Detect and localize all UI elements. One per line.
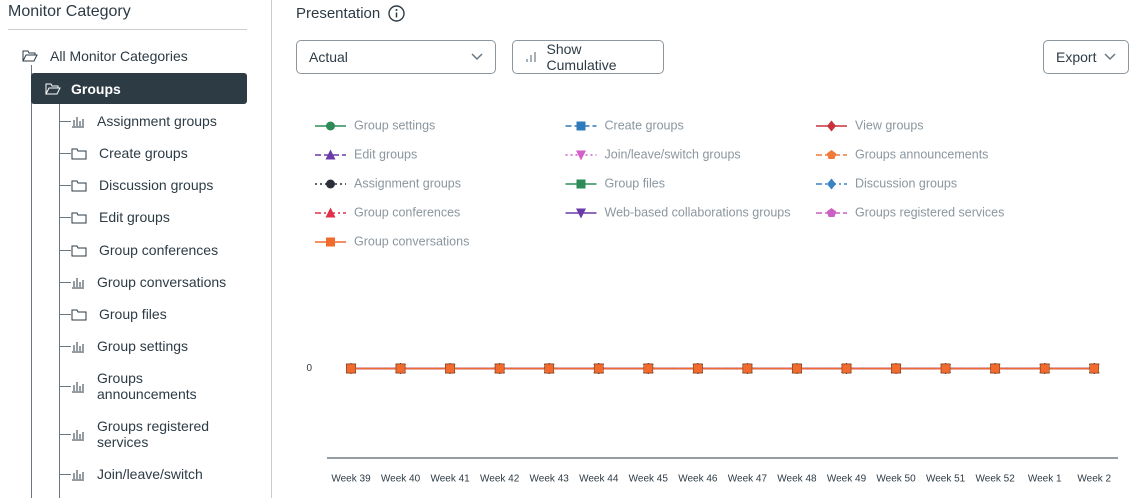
tree-item-label: Join/leave/switch [97,466,203,482]
tree-item-label: Group files [99,306,167,322]
legend-label: Web-based collaborations groups [605,205,791,219]
legend-marker [325,207,336,218]
legend-marker [576,150,586,161]
tree-item-label: Edit groups [99,209,170,225]
data-point [643,363,654,374]
legend-marker [826,150,837,160]
tree-item-label: Create groups [99,145,188,161]
tree-item[interactable]: Discussion groups [71,177,231,193]
tree-item-label: Group settings [97,338,189,354]
legend-label: Groups registered services [855,205,1004,219]
tree-item-label: Assignment groups [97,113,217,129]
section-title: Presentation [296,5,405,22]
section-title-text: Presentation [296,5,381,22]
x-tick-label: Week 47 [728,474,768,485]
x-tick-label: Week 48 [777,474,817,485]
legend-marker [326,121,335,131]
x-tick-label: Week 51 [926,474,966,485]
x-tick-label: Week 49 [827,474,867,485]
tree-item-label: Group conferences [99,242,219,258]
cumulative-button[interactable]: Show Cumulative [512,40,664,74]
legend-label: Group conversations [354,234,469,248]
x-tick-label: Week 50 [876,474,916,485]
chart: 0 Week 39 Week 40 Week 41 Week 42 Week 43 Week… [306,118,1118,485]
data-point [1039,363,1050,374]
legend-label: Create groups [605,118,684,132]
x-tick-label: Week 40 [381,474,421,485]
tree-item-label: Groups registered services [97,418,210,450]
legend-label: Group conferences [354,205,460,219]
legend-label: Edit groups [354,147,417,161]
data-point [494,363,505,374]
export-select[interactable]: Export [1043,40,1129,74]
legend-label: Group files [605,176,665,190]
x-tick-label: Week 43 [530,474,570,485]
data-point [990,363,1000,374]
view-select[interactable]: Actual [296,40,496,74]
legend-marker [827,178,836,190]
tree-selected-label: Groups [71,80,121,97]
tree-item[interactable]: Groups announcements [71,370,231,402]
legend-label: View groups [855,118,924,132]
x-tick-label: Week 46 [678,474,718,485]
legend-marker [325,149,336,160]
data-point [891,363,901,374]
legend-label: Discussion groups [855,176,957,190]
tree-item[interactable]: Group settings [71,338,231,354]
legend-label: Groups announcements [855,147,988,161]
tree-root-label: All Monitor Categories [50,48,188,64]
legend-marker [326,179,335,189]
x-tick-label: Week 44 [579,474,619,485]
view-select-value: Actual [309,49,348,65]
tree-item[interactable]: Group conferences [71,242,231,258]
tree-item-label: Groups announcements [97,370,197,402]
x-tick-label: Week 41 [430,474,470,485]
data-point [792,363,802,374]
export-label: Export [1056,49,1097,65]
legend-marker [826,208,837,218]
data-point [445,363,455,374]
legend-label: Join/leave/switch groups [605,147,741,161]
legend-marker [827,120,836,132]
x-tick-label: Week 45 [629,474,669,485]
sidebar: Monitor Category All Monitor Categories … [0,0,272,498]
x-tick-label: Week 1 [1028,474,1062,485]
data-point [395,363,406,374]
legend-label: Assignment groups [354,176,461,190]
tree-item[interactable]: Create groups [71,145,231,161]
data-point [841,363,852,374]
legend-label: Group settings [354,118,435,132]
cumulative-button-label: Show Cumulative [546,41,617,73]
tree-item[interactable]: Assignment groups [71,113,231,129]
tree-item-label: Group conversations [97,274,227,290]
data-point [1089,363,1099,374]
legend-marker [576,208,586,219]
data-point [940,363,951,374]
x-tick-label: Week 42 [480,474,520,485]
tree-item-label: Discussion groups [99,177,214,193]
legend-marker [576,179,586,189]
data-point [742,363,753,374]
tree-item[interactable]: Group files [71,306,231,322]
data-point [544,363,554,374]
legend-marker [576,121,586,131]
main: Presentation Actual Show Cumulative Expo… [272,0,1135,498]
data-point [693,363,703,374]
tree-item[interactable]: Edit groups [71,209,231,225]
y-tick-label: 0 [306,363,312,374]
tree-item[interactable]: Join/leave/switch [71,466,231,482]
x-tick-label: Week 39 [331,474,371,485]
data-point [346,363,356,374]
x-tick-label: Week 2 [1077,474,1111,485]
x-tick-label: Week 52 [976,474,1016,485]
tree-selected[interactable]: Groups [31,73,247,104]
tree-root[interactable]: All Monitor Categories [22,48,188,64]
data-point [594,363,604,374]
tree-item[interactable]: Groups registered services [71,418,231,450]
legend-marker [326,237,335,247]
tree-item[interactable]: Group conversations [71,274,231,290]
sidebar-title: Monitor Category [8,3,131,20]
